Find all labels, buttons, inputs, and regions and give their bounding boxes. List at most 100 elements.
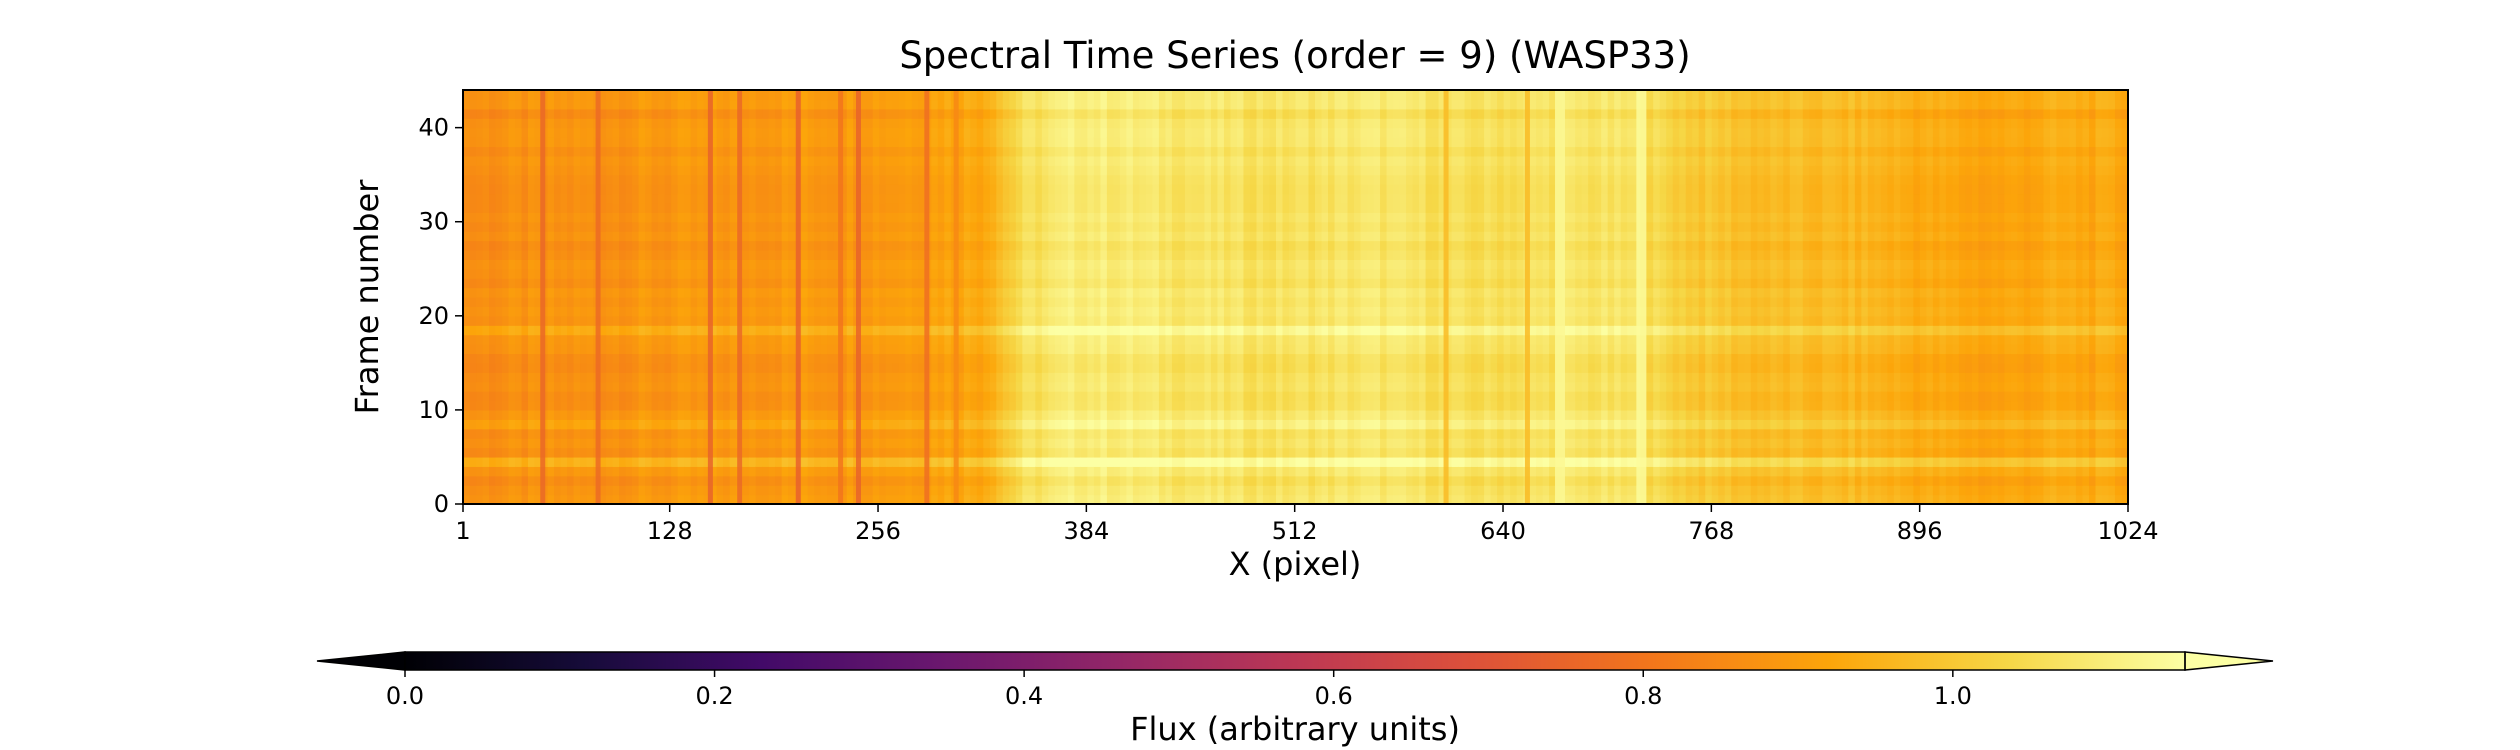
heatmap-cell bbox=[1113, 438, 1121, 449]
heatmap-cell bbox=[534, 438, 542, 449]
heatmap-cell bbox=[866, 362, 874, 373]
heatmap-cell bbox=[905, 184, 913, 195]
heatmap-cell bbox=[892, 155, 900, 166]
heatmap-cell bbox=[905, 400, 913, 411]
heatmap-cell bbox=[859, 297, 867, 308]
heatmap-cell bbox=[703, 268, 711, 279]
heatmap-cell bbox=[1158, 334, 1167, 345]
heatmap-column bbox=[521, 90, 529, 504]
heatmap-cell bbox=[788, 438, 796, 449]
heatmap-cell bbox=[1158, 381, 1167, 392]
heatmap-cell bbox=[1165, 475, 1173, 486]
heatmap-cell bbox=[612, 297, 620, 308]
heatmap-cell bbox=[1048, 90, 1056, 101]
heatmap-cell bbox=[768, 494, 776, 504]
heatmap-cell bbox=[1002, 400, 1010, 411]
heatmap-cell bbox=[1171, 353, 1180, 364]
heatmap-cell bbox=[1132, 99, 1140, 110]
heatmap-cell bbox=[1028, 278, 1036, 289]
heatmap-cell bbox=[1054, 344, 1062, 355]
heatmap-cell bbox=[651, 231, 659, 242]
heatmap-cell bbox=[937, 428, 945, 439]
heatmap-cell bbox=[755, 456, 763, 467]
heatmap-cell bbox=[1002, 184, 1010, 195]
heatmap-cell bbox=[469, 127, 477, 138]
heatmap-cell bbox=[723, 231, 731, 242]
heatmap-cell bbox=[495, 127, 503, 138]
heatmap-cell bbox=[1178, 90, 1186, 101]
heatmap-cell bbox=[996, 428, 1004, 439]
heatmap-cell bbox=[911, 447, 919, 458]
heatmap-cell bbox=[586, 419, 594, 430]
heatmap-cell bbox=[1041, 108, 1049, 119]
heatmap-cell bbox=[885, 240, 893, 251]
heatmap-cell bbox=[976, 344, 984, 355]
heatmap-cell bbox=[1035, 155, 1043, 166]
heatmap-cell bbox=[1165, 99, 1173, 110]
heatmap-cell bbox=[658, 118, 666, 129]
heatmap-cell bbox=[515, 118, 523, 129]
heatmap-cell bbox=[1009, 344, 1017, 355]
heatmap-cell bbox=[677, 334, 685, 345]
heatmap-cell bbox=[1015, 184, 1023, 195]
heatmap-cell bbox=[892, 325, 900, 336]
heatmap-cell bbox=[625, 475, 633, 486]
heatmap-cell bbox=[580, 249, 588, 260]
heatmap-cell bbox=[469, 240, 477, 251]
heatmap-cell bbox=[833, 475, 841, 486]
heatmap-cell bbox=[586, 315, 594, 326]
heatmap-cell bbox=[515, 90, 523, 101]
heatmap-cell bbox=[801, 108, 809, 119]
heatmap-cell bbox=[632, 221, 640, 232]
heatmap-cell bbox=[749, 391, 757, 402]
heatmap-cell bbox=[905, 494, 913, 504]
heatmap-cell bbox=[638, 231, 646, 242]
heatmap-cell bbox=[944, 409, 952, 420]
heatmap-cell bbox=[814, 146, 822, 157]
heatmap-cell bbox=[515, 249, 523, 260]
heatmap-cell bbox=[1028, 146, 1036, 157]
heatmap-cell bbox=[755, 409, 763, 420]
heatmap-cell bbox=[463, 202, 471, 213]
heatmap-cell bbox=[885, 99, 893, 110]
heatmap-cell bbox=[749, 127, 757, 138]
heatmap-cell bbox=[937, 381, 945, 392]
heatmap-cell bbox=[651, 306, 659, 317]
heatmap-cell bbox=[762, 137, 770, 148]
heatmap-cell bbox=[482, 466, 490, 477]
heatmap-cell bbox=[1145, 409, 1154, 420]
heatmap-cell bbox=[651, 240, 659, 251]
heatmap-cell bbox=[469, 344, 477, 355]
heatmap-cell bbox=[671, 306, 679, 317]
heatmap-cell bbox=[1119, 438, 1127, 449]
heatmap-cell bbox=[1100, 334, 1108, 345]
heatmap-cell bbox=[762, 259, 770, 270]
heatmap-cell bbox=[1152, 344, 1160, 355]
heatmap-cell bbox=[775, 391, 783, 402]
heatmap-cell bbox=[996, 381, 1004, 392]
heatmap-cell bbox=[515, 193, 523, 204]
heatmap-cell bbox=[677, 90, 685, 101]
heatmap-cell bbox=[892, 353, 900, 364]
heatmap-cell bbox=[801, 447, 809, 458]
heatmap-cell bbox=[898, 400, 906, 411]
heatmap-cell bbox=[1022, 306, 1030, 317]
heatmap-cell bbox=[502, 438, 510, 449]
heatmap-cell bbox=[632, 372, 640, 383]
heatmap-cell bbox=[983, 212, 991, 223]
heatmap-cell bbox=[1028, 184, 1036, 195]
heatmap-cell bbox=[547, 249, 555, 260]
heatmap-cell bbox=[476, 391, 484, 402]
heatmap-cell bbox=[1009, 249, 1017, 260]
heatmap-cell bbox=[1139, 278, 1147, 289]
heatmap-cell bbox=[866, 221, 874, 232]
heatmap-cell bbox=[476, 447, 484, 458]
heatmap-cell bbox=[573, 212, 581, 223]
heatmap-cell bbox=[1106, 381, 1114, 392]
heatmap-cell bbox=[671, 297, 679, 308]
heatmap-cell bbox=[632, 381, 640, 392]
heatmap-cell bbox=[502, 400, 510, 411]
heatmap-cell bbox=[872, 146, 880, 157]
heatmap-cell bbox=[833, 146, 841, 157]
heatmap-cell bbox=[1087, 475, 1095, 486]
